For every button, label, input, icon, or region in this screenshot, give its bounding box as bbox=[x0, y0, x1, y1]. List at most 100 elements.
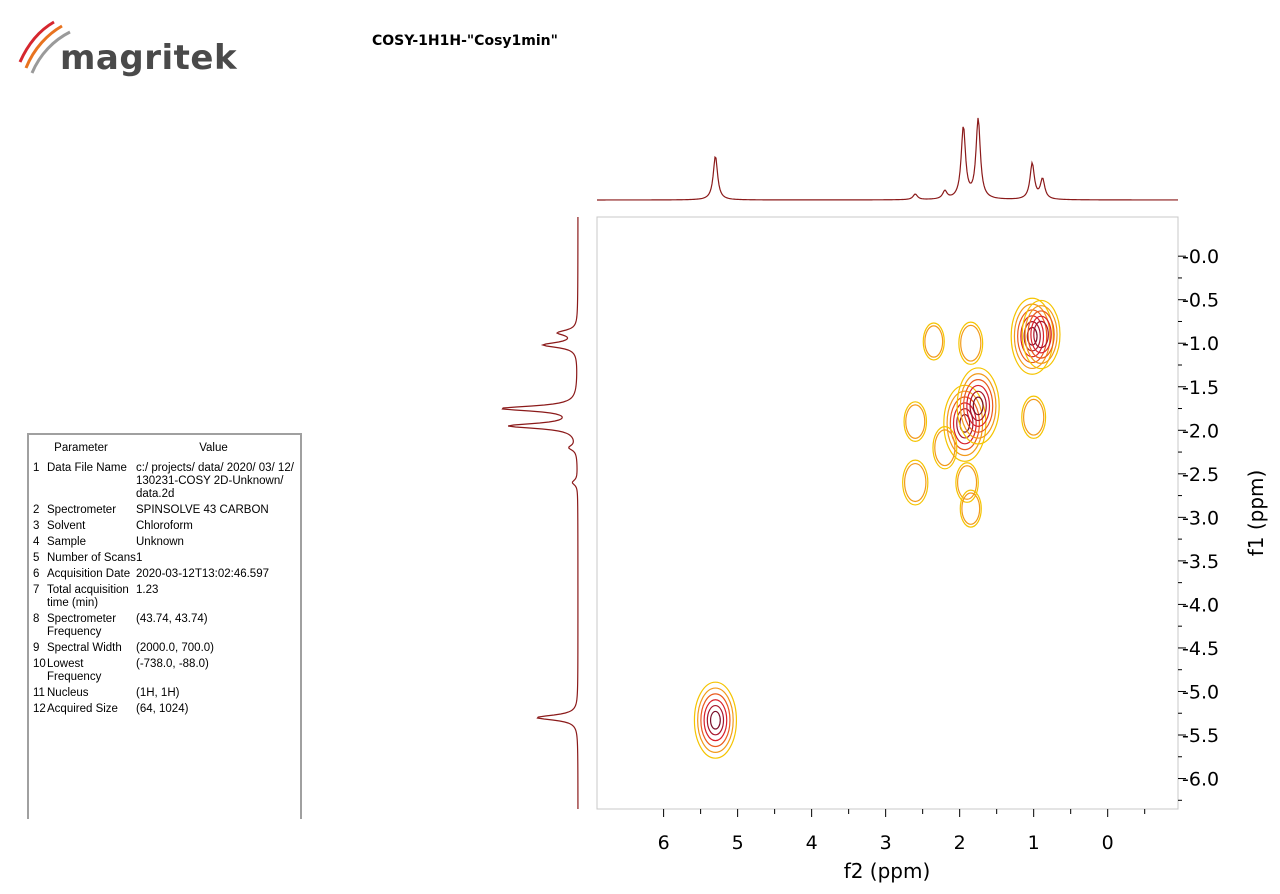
parameter-name: Solvent bbox=[47, 520, 86, 532]
y-tick-label: -1.0 bbox=[1182, 333, 1219, 355]
contour-line bbox=[706, 704, 725, 736]
parameter-row: 5 Number of Scans 1 bbox=[29, 551, 300, 567]
parameter-table: Parameter Value 1 Data File Name c:/ proje… bbox=[27, 433, 302, 819]
contour-line bbox=[697, 687, 734, 753]
parameter-row: 8 Spectrometer Frequency (43.74, 43.74) bbox=[29, 612, 300, 641]
parameter-name: Acquired Size bbox=[47, 703, 118, 715]
y-axis-title: f1 (ppm) bbox=[1244, 470, 1268, 557]
contour-line bbox=[902, 459, 929, 506]
brand-name: magritek bbox=[60, 38, 238, 78]
cross-peak bbox=[932, 426, 958, 470]
parameter-row: 3 Solvent Chloroform bbox=[29, 519, 300, 535]
row-index: 2 bbox=[33, 504, 40, 516]
y-tick-label: -2.5 bbox=[1182, 464, 1219, 486]
row-index: 9 bbox=[33, 642, 40, 654]
contour-line bbox=[972, 396, 984, 416]
cross-peak bbox=[956, 367, 1000, 445]
contour-line bbox=[1024, 305, 1058, 364]
f2-projection bbox=[597, 117, 1178, 201]
contour-line bbox=[956, 367, 1000, 445]
cross-peak bbox=[1021, 395, 1047, 439]
contour-line bbox=[1020, 315, 1045, 358]
parameter-value: (-738.0, -88.0) bbox=[136, 658, 209, 670]
parameter-row: 9 Spectral Width (2000.0, 700.0) bbox=[29, 641, 300, 657]
contour-line bbox=[1021, 299, 1061, 370]
cross-peak bbox=[903, 401, 928, 442]
contour-line bbox=[693, 681, 738, 759]
row-index: 1 bbox=[33, 462, 40, 474]
x-axis-title: f2 (ppm) bbox=[844, 859, 931, 883]
parameter-name: Spectral Width bbox=[47, 642, 122, 654]
parameter-row: 6 Acquisition Date 2020-03-12T13:02:46.597 bbox=[29, 567, 300, 583]
y-tick-label: -3.5 bbox=[1182, 551, 1219, 573]
row-index: 3 bbox=[33, 520, 40, 532]
contour-line bbox=[956, 465, 978, 500]
parameter-value: (1H, 1H) bbox=[136, 687, 180, 699]
f2-projection-trace bbox=[597, 117, 1178, 201]
contour-line bbox=[703, 699, 728, 742]
parameter-row: 1 Data File Name c:/ projects/ data/ 2020/… bbox=[29, 461, 300, 503]
parameter-name: Sample bbox=[47, 536, 86, 548]
contour-line bbox=[1010, 297, 1054, 375]
y-tick-label: -4.0 bbox=[1182, 594, 1219, 616]
x-tick-label: 1 bbox=[1028, 832, 1040, 854]
contour-line bbox=[966, 384, 991, 427]
parameter-name: Lowest Frequency bbox=[47, 658, 102, 683]
x-tick-label: 4 bbox=[806, 832, 818, 854]
contour-line bbox=[961, 492, 981, 525]
parameter-value: (64, 1024) bbox=[136, 703, 189, 715]
parameter-value: Unknown bbox=[136, 536, 184, 548]
contour-line bbox=[946, 390, 984, 457]
cross-peak bbox=[902, 459, 929, 506]
parameter-row: 7 Total acquisition time (min) 1.23 bbox=[29, 583, 300, 612]
contour-line bbox=[952, 402, 977, 445]
y-tick-label: -0.5 bbox=[1182, 290, 1219, 312]
magritek-logo: magritek bbox=[14, 18, 244, 88]
x-tick-label: 3 bbox=[880, 832, 892, 854]
parameter-name: Data File Name bbox=[47, 462, 127, 474]
contour-line bbox=[959, 373, 997, 439]
contour-line bbox=[903, 462, 927, 503]
contour-line bbox=[905, 404, 926, 439]
x-axis: 6 5 4 3 2 1 0 bbox=[658, 809, 1146, 854]
parameter-row: 10 Lowest Frequency (-738.0, -88.0) bbox=[29, 657, 300, 686]
parameter-row: 11 Nucleus (1H, 1H) bbox=[29, 686, 300, 702]
parameter-name: Number of Scans bbox=[47, 552, 136, 564]
x-tick-label: 0 bbox=[1102, 832, 1114, 854]
contour-line bbox=[1021, 395, 1047, 439]
parameter-value: c:/ projects/ data/ 2020/ 03/ 12/ 130231… bbox=[136, 462, 294, 500]
row-index: 4 bbox=[33, 536, 40, 548]
parameter-name: Acquisition Date bbox=[47, 568, 131, 580]
contour-line bbox=[1030, 315, 1052, 354]
parameter-value: 2020-03-12T13:02:46.597 bbox=[136, 568, 269, 580]
y-tick-label: -6.0 bbox=[1182, 769, 1219, 791]
contour-line bbox=[959, 489, 982, 528]
plot-frame bbox=[596, 216, 1179, 810]
contour-line bbox=[1023, 398, 1045, 436]
y-axis: -0.0 -0.5 -1.0 -1.5 -2.0 -2.5 -3.0 -3.5 -4.0 -4.5… bbox=[1178, 246, 1219, 801]
contour-line bbox=[955, 462, 979, 503]
x-tick-label: 2 bbox=[954, 832, 966, 854]
contour-line bbox=[1027, 310, 1055, 359]
cross-peak bbox=[922, 322, 945, 361]
parameter-row: 12 Acquired Size (64, 1024) bbox=[29, 702, 300, 718]
contour-line bbox=[934, 429, 956, 467]
y-tick-label: -4.5 bbox=[1182, 638, 1219, 660]
parameter-value: 1.23 bbox=[136, 584, 159, 596]
cross-peak bbox=[955, 462, 979, 503]
cross-peak bbox=[959, 489, 982, 528]
row-index: 11 bbox=[33, 687, 45, 699]
parameter-name: Total acquisition time (min) bbox=[47, 584, 129, 609]
contour-line bbox=[709, 710, 721, 730]
y-tick-label: -1.5 bbox=[1182, 377, 1219, 399]
page-title: COSY-1H1H-"Cosy1min" bbox=[372, 33, 558, 49]
logo-swoosh-icon bbox=[18, 20, 71, 74]
y-tick-label: -2.0 bbox=[1182, 420, 1219, 442]
contour-line bbox=[924, 325, 944, 358]
contour-line bbox=[969, 390, 987, 422]
parameter-name: Spectrometer bbox=[47, 504, 117, 516]
row-index: 7 bbox=[33, 584, 40, 596]
f1-projection-trace bbox=[501, 217, 579, 809]
parameter-row: 4 Sample Unknown bbox=[29, 535, 300, 551]
